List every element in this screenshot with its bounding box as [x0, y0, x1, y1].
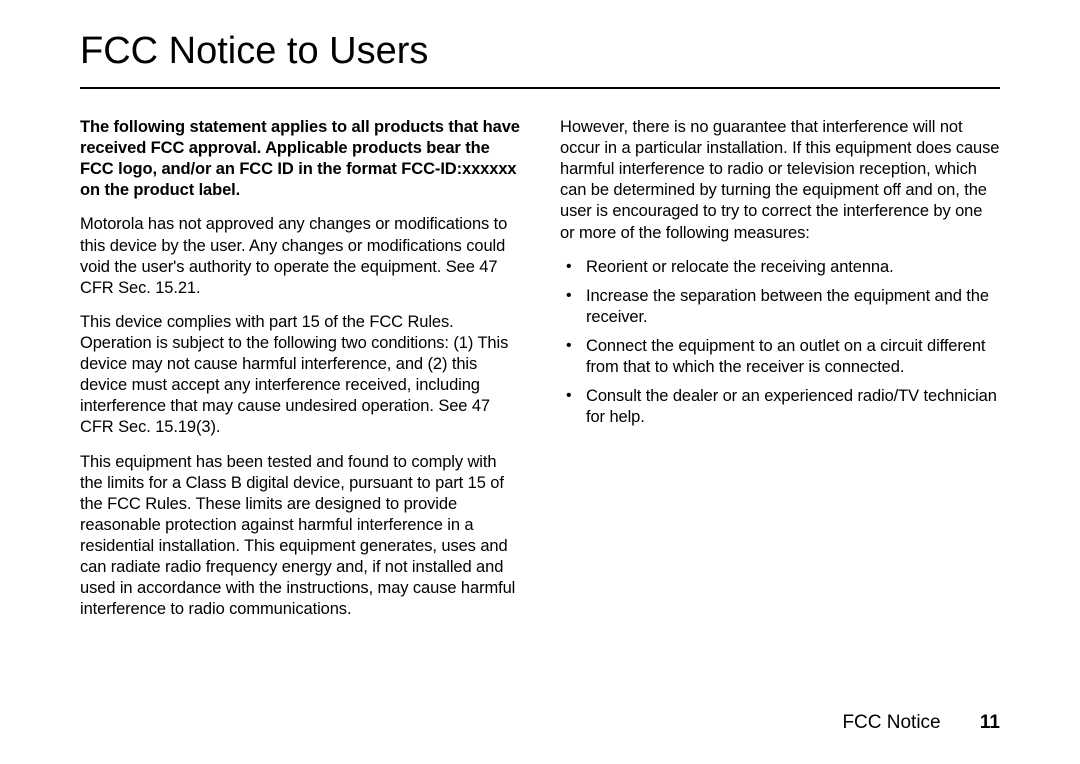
document-page: FCC Notice to Users The following statem… — [0, 0, 1080, 764]
list-item: Increase the separation between the equi… — [560, 286, 1000, 328]
footer-page-number: 11 — [980, 712, 1000, 733]
left-column: The following statement applies to all p… — [80, 117, 520, 633]
body-paragraph: Motorola has not approved any changes or… — [80, 214, 520, 298]
body-paragraph: This device complies with part 15 of the… — [80, 312, 520, 439]
body-paragraph: This equipment has been tested and found… — [80, 452, 520, 621]
measures-list: Reorient or relocate the receiving anten… — [560, 257, 1000, 429]
footer-section-label: FCC Notice — [842, 712, 940, 733]
page-footer: FCC Notice 11 — [842, 712, 1000, 734]
intro-bold-paragraph: The following statement applies to all p… — [80, 117, 520, 201]
list-item: Consult the dealer or an experienced rad… — [560, 386, 1000, 428]
body-paragraph: However, there is no guarantee that inte… — [560, 117, 1000, 244]
list-item: Connect the equipment to an outlet on a … — [560, 336, 1000, 378]
right-column: However, there is no guarantee that inte… — [560, 117, 1000, 633]
list-item: Reorient or relocate the receiving anten… — [560, 257, 1000, 278]
two-column-layout: The following statement applies to all p… — [80, 117, 1000, 633]
page-title: FCC Notice to Users — [80, 30, 1000, 89]
